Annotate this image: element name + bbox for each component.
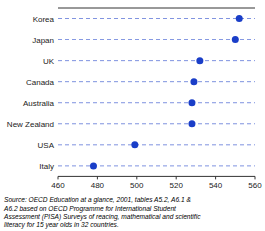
category-line — [58, 18, 255, 19]
x-tick-label: 560 — [248, 181, 262, 190]
y-labels: Korea Japan UK Canada Australia New Zealand US… — [7, 15, 55, 171]
category-label: New Zealand — [7, 120, 54, 129]
x-tick — [97, 176, 98, 179]
category-line — [58, 81, 255, 82]
dot — [188, 99, 195, 106]
category-line — [58, 165, 255, 166]
x-tick — [255, 176, 256, 179]
dot — [188, 120, 195, 127]
x-tick-label: 520 — [170, 181, 184, 190]
x-ticks: 460 480 500 520 540 560 — [51, 176, 262, 190]
category-label: Korea — [33, 15, 55, 24]
dot — [131, 141, 138, 148]
dots — [90, 15, 243, 169]
dot — [236, 15, 243, 22]
chart-container: 460 480 500 520 540 560 Korea Japan UK Canada Aust… — [0, 0, 265, 231]
source-note: Source: OECD Education at a glance, 2001… — [3, 196, 201, 229]
category-label: UK — [43, 57, 55, 66]
x-tick — [176, 176, 177, 179]
category-line — [58, 102, 255, 103]
x-axis-line — [58, 176, 255, 177]
x-tick-label: 500 — [130, 181, 144, 190]
dot — [90, 162, 97, 169]
x-tick — [215, 176, 216, 179]
category-label: Japan — [32, 36, 54, 45]
x-tick-label: 480 — [91, 181, 105, 190]
category-label: Canada — [26, 78, 55, 87]
category-label: Australia — [23, 99, 55, 108]
dot — [196, 57, 203, 64]
category-line — [58, 123, 255, 124]
x-tick-label: 540 — [209, 181, 223, 190]
top-axis-line — [58, 8, 255, 9]
category-line — [58, 60, 255, 61]
category-label: Italy — [39, 162, 54, 171]
dot — [232, 36, 239, 43]
category-label: USA — [38, 141, 55, 150]
x-tick — [58, 176, 59, 179]
category-line — [58, 144, 255, 145]
category-line — [58, 39, 255, 40]
x-tick — [136, 176, 137, 179]
category-lines — [58, 19, 255, 166]
x-tick-label: 460 — [51, 181, 65, 190]
chart: 460 480 500 520 540 560 Korea Japan UK Canada Aust… — [0, 0, 265, 231]
dot — [190, 78, 197, 85]
